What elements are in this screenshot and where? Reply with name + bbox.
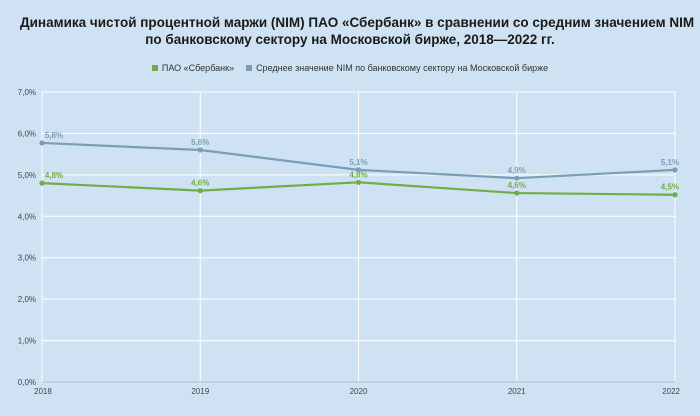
- legend-swatch-sector-average: [246, 65, 253, 71]
- data-point: [197, 188, 203, 194]
- data-label: 4,6%: [508, 181, 526, 190]
- chart-title: Динамика чистой процентной маржи (NIM) П…: [20, 14, 695, 48]
- data-label: 4,9%: [508, 166, 526, 175]
- y-tick-label: 5,0%: [18, 171, 36, 180]
- y-tick-label: 4,0%: [18, 212, 36, 221]
- data-point: [672, 192, 678, 198]
- data-label: 5,6%: [191, 138, 209, 147]
- legend-label-sberbank: ПАО «Сбербанк»: [161, 63, 235, 73]
- x-tick-label: 2020: [350, 387, 368, 396]
- legend-swatch-sberbank: [151, 65, 158, 71]
- data-point: [355, 179, 362, 185]
- data-point: [514, 190, 520, 196]
- data-point: [197, 147, 203, 153]
- x-tick-label: 2019: [191, 387, 209, 396]
- data-label: 4,6%: [191, 179, 209, 188]
- data-label: 4,8%: [45, 171, 63, 180]
- legend: ПАО «Сбербанк» Среднее значение NIM по б…: [0, 63, 700, 73]
- y-tick-label: 7,0%: [18, 88, 36, 97]
- data-point: [39, 180, 45, 186]
- y-tick-label: 1,0%: [18, 337, 36, 346]
- y-tick-label: 6,0%: [18, 129, 36, 138]
- x-tick-label: 2022: [662, 387, 680, 396]
- data-point: [355, 167, 362, 173]
- chart-title-line-2: по банковскому сектору на Московской бир…: [145, 32, 555, 47]
- legend-item-sector-average: Среднее значение NIM по банковскому сект…: [246, 63, 548, 73]
- y-tick-label: 3,0%: [18, 254, 36, 263]
- chart-title-line-1: Динамика чистой процентной маржи (NIM) П…: [20, 15, 695, 30]
- data-label: 4,5%: [661, 183, 679, 192]
- data-point: [514, 175, 520, 181]
- data-label: 5,1%: [661, 158, 679, 167]
- y-tick-label: 0,0%: [18, 378, 36, 387]
- x-tick-label: 2021: [508, 387, 526, 396]
- data-point: [39, 140, 45, 146]
- y-tick-label: 2,0%: [18, 295, 36, 304]
- x-tick-label: 2018: [34, 387, 52, 396]
- data-label: 4,8%: [349, 170, 367, 179]
- data-point: [672, 167, 678, 173]
- data-label: 5,1%: [349, 158, 367, 167]
- legend-item-sberbank: ПАО «Сбербанк»: [151, 63, 235, 73]
- legend-label-sector-average: Среднее значение NIM по банковскому сект…: [256, 63, 549, 73]
- data-label: 5,8%: [45, 131, 63, 140]
